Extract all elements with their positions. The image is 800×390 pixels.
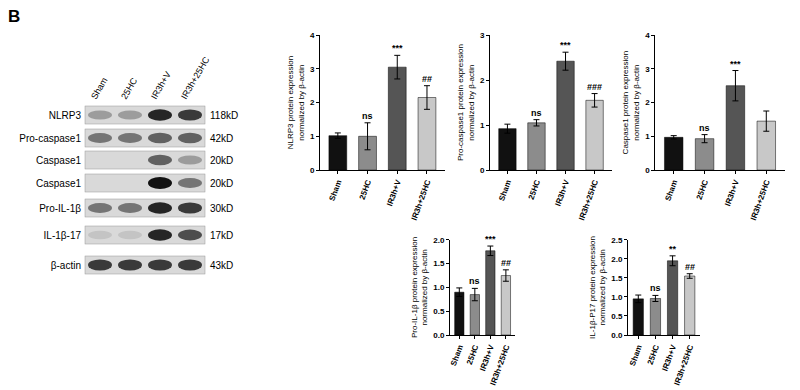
svg-text:ns: ns — [699, 123, 710, 133]
svg-text:1: 1 — [310, 132, 315, 141]
svg-text:IR3h+25HC: IR3h+25HC — [577, 178, 600, 221]
svg-text:IR3h+V: IR3h+V — [660, 343, 678, 372]
svg-text:2.0: 2.0 — [611, 255, 623, 264]
svg-text:Sham: Sham — [328, 179, 344, 203]
svg-text:ns: ns — [469, 276, 480, 286]
svg-text:30kD: 30kD — [210, 203, 233, 214]
svg-text:25HC: 25HC — [527, 178, 543, 201]
svg-text:IR3h+V: IR3h+V — [553, 178, 571, 207]
svg-text:25HC: 25HC — [695, 178, 711, 201]
svg-text:##: ## — [501, 258, 511, 268]
svg-text:0: 0 — [645, 166, 650, 175]
svg-text:IR3h+25HC: IR3h+25HC — [410, 178, 433, 221]
svg-text:118kD: 118kD — [210, 110, 238, 121]
svg-text:0.0: 0.0 — [611, 331, 623, 340]
svg-text:2.0: 2.0 — [433, 236, 445, 245]
svg-text:B: B — [8, 7, 20, 26]
svg-text:2.5: 2.5 — [611, 236, 623, 245]
svg-text:IR3h+V: IR3h+V — [149, 70, 173, 101]
svg-text:0: 0 — [310, 166, 315, 175]
svg-text:0: 0 — [480, 166, 485, 175]
svg-text:Pro-IL-1β: Pro-IL-1β — [39, 203, 81, 214]
svg-text:Sham: Sham — [663, 179, 679, 203]
svg-text:Sham: Sham — [89, 76, 109, 101]
svg-text:25HC: 25HC — [119, 76, 139, 101]
svg-text:25HC: 25HC — [465, 343, 481, 366]
svg-text:***: *** — [392, 43, 403, 53]
svg-text:IR3h+25HC: IR3h+25HC — [672, 343, 695, 386]
svg-text:***: *** — [560, 40, 571, 50]
svg-text:1.0: 1.0 — [611, 293, 623, 302]
svg-text:1.5: 1.5 — [433, 259, 445, 268]
svg-text:###: ### — [587, 82, 602, 92]
svg-text:Pro-caspase1: Pro-caspase1 — [19, 133, 81, 144]
svg-text:4: 4 — [645, 31, 650, 40]
svg-text:0.5: 0.5 — [611, 312, 623, 321]
svg-text:Caspase1: Caspase1 — [36, 155, 81, 166]
svg-text:17kD: 17kD — [210, 230, 233, 241]
svg-text:1: 1 — [480, 121, 485, 130]
svg-text:2: 2 — [310, 98, 315, 107]
svg-text:25HC: 25HC — [358, 178, 374, 201]
svg-text:1.5: 1.5 — [611, 274, 623, 283]
svg-text:ns: ns — [650, 283, 661, 293]
svg-text:43kD: 43kD — [210, 260, 233, 271]
svg-text:1: 1 — [645, 132, 650, 141]
svg-text:Caspase1: Caspase1 — [36, 178, 81, 189]
svg-text:IR3h+V: IR3h+V — [723, 178, 741, 207]
svg-text:##: ## — [685, 262, 695, 272]
svg-text:**: ** — [669, 244, 677, 254]
svg-text:0.5: 0.5 — [433, 307, 445, 316]
svg-text:Sham: Sham — [497, 179, 513, 203]
svg-text:42kD: 42kD — [210, 133, 233, 144]
svg-text:NLRP3: NLRP3 — [49, 110, 82, 121]
svg-text:Sham: Sham — [628, 344, 644, 368]
svg-text:IR3h+25HC: IR3h+25HC — [489, 343, 512, 386]
svg-text:##: ## — [422, 74, 432, 84]
svg-text:IL-1β-17: IL-1β-17 — [44, 230, 82, 241]
svg-text:IR3h+25HC: IR3h+25HC — [179, 55, 212, 101]
svg-text:1.0: 1.0 — [433, 283, 445, 292]
svg-text:IR3h+V: IR3h+V — [385, 178, 403, 207]
svg-text:0.0: 0.0 — [433, 331, 445, 340]
svg-text:***: *** — [730, 59, 741, 69]
svg-text:NLRP3 protein expressionnormal: NLRP3 protein expressionnormalized by β-… — [286, 56, 305, 149]
svg-text:20kD: 20kD — [210, 178, 233, 189]
svg-text:25HC: 25HC — [646, 343, 662, 366]
svg-text:3: 3 — [310, 65, 315, 74]
svg-text:2: 2 — [645, 98, 650, 107]
svg-text:2: 2 — [480, 76, 485, 85]
svg-text:3: 3 — [645, 65, 650, 74]
svg-text:IR3h+V: IR3h+V — [478, 343, 496, 372]
svg-text:ns: ns — [531, 108, 542, 118]
svg-text:Pro-IL-1β protein expressionno: Pro-IL-1β protein expressionnormalized b… — [410, 237, 429, 338]
svg-text:β-actin: β-actin — [51, 260, 81, 271]
svg-text:20kD: 20kD — [210, 155, 233, 166]
svg-text:4: 4 — [310, 31, 315, 40]
svg-text:Pro-caspase1 protein expressio: Pro-caspase1 protein expressionnormalize… — [456, 44, 475, 161]
svg-text:IR3h+25HC: IR3h+25HC — [749, 178, 772, 221]
svg-text:3: 3 — [480, 31, 485, 40]
svg-text:IL-1β-P17 protein expressionno: IL-1β-P17 protein expressionnormalized b… — [588, 236, 607, 339]
svg-text:Sham: Sham — [449, 344, 465, 368]
svg-text:***: *** — [485, 234, 496, 244]
svg-text:ns: ns — [362, 111, 373, 121]
svg-text:Caspase1 protein expressionnor: Caspase1 protein expressionnormalized by… — [621, 51, 640, 155]
